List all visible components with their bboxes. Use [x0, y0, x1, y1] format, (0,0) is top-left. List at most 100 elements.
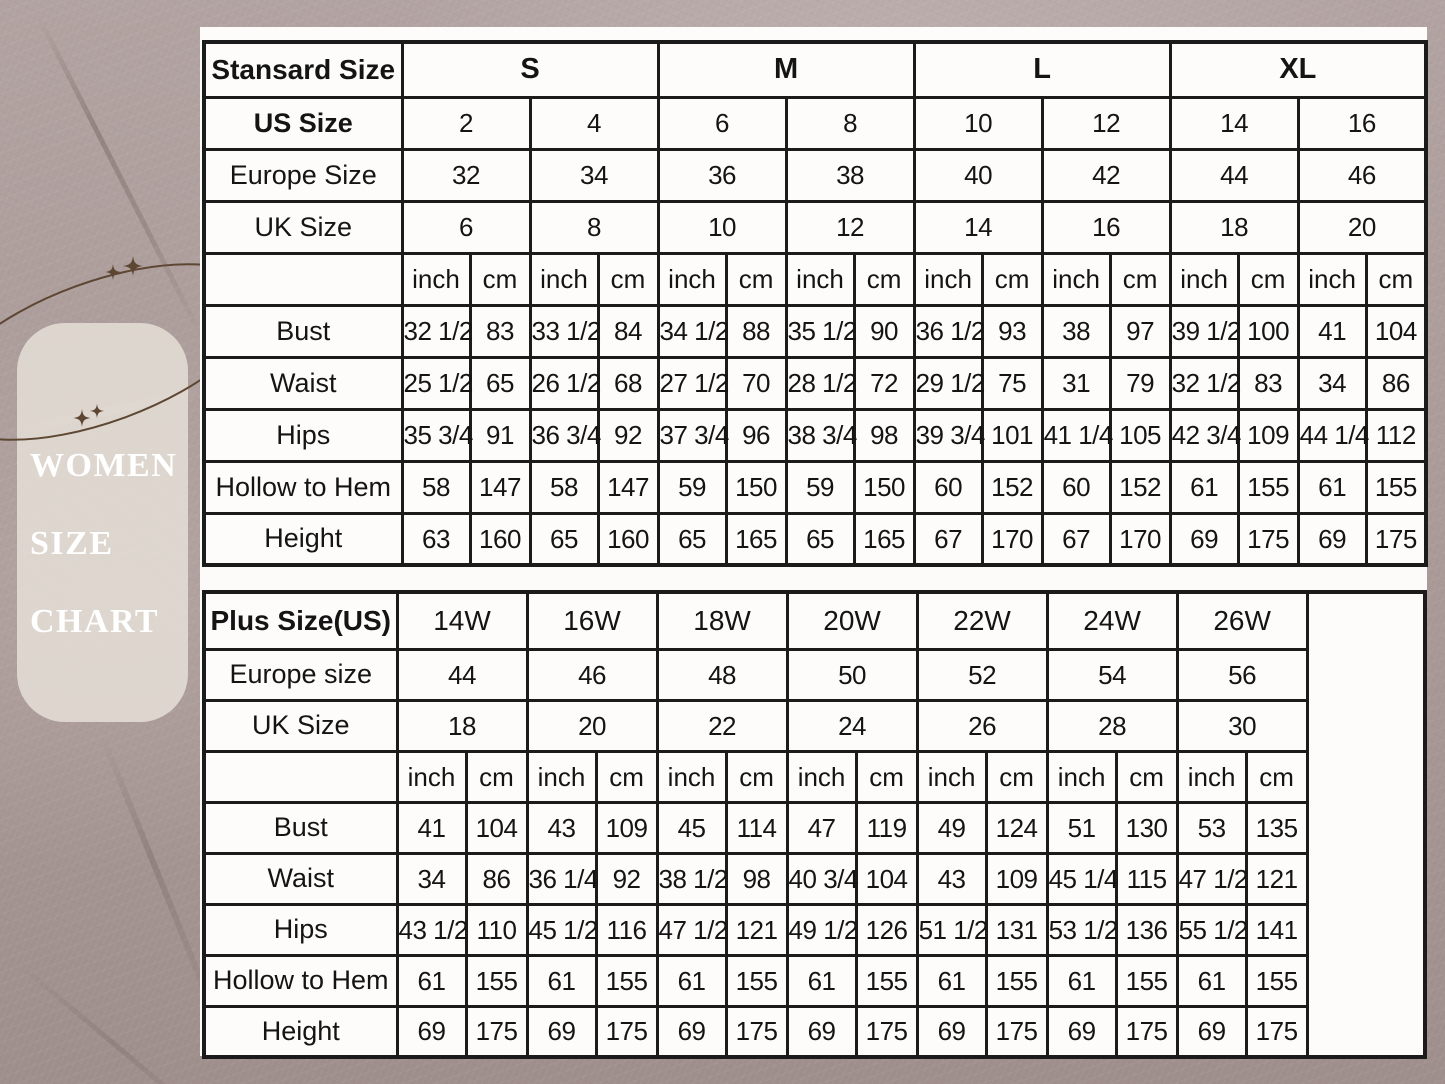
row-label: Waist [202, 355, 404, 411]
standard-size-table: Stansard Size S M L XL US Size 2 4 6 8 10 12 14 16… [202, 40, 1429, 567]
measurement-cell: 32 1/2 [1168, 355, 1241, 411]
measurement-cell: 92 [594, 851, 659, 906]
measurement-cell: 110 [464, 902, 529, 957]
measurement-cell: 36 3/4 [528, 407, 601, 463]
row-label: Hollow to Hem [202, 953, 399, 1008]
measurement-cell: 115 [1114, 851, 1179, 906]
measurement-cell: 41 [395, 800, 468, 855]
measurement-cell: 84 [596, 303, 660, 359]
measurement-cell: 69 [1175, 1004, 1248, 1059]
size-value-cell: 18 [395, 698, 529, 753]
measurement-cell: 27 1/2 [656, 355, 729, 411]
row-label: Europe size [202, 647, 399, 702]
size-value-cell: 40 [912, 147, 1044, 203]
size-group-header: 14W [395, 590, 529, 651]
size-group-header: L [912, 40, 1172, 99]
measurement-cell: 29 1/2 [912, 355, 985, 411]
unit-label-cell: inch [656, 251, 728, 307]
measurement-cell: 58 [400, 459, 472, 515]
unit-label-cell: inch [1296, 251, 1368, 307]
size-value-cell: 34 [528, 147, 660, 203]
measurement-cell: 175 [464, 1004, 529, 1059]
measurement-cell: 51 [1045, 800, 1118, 855]
unit-label-cell: cm [594, 749, 659, 804]
measurement-cell: 39 1/2 [1168, 303, 1241, 359]
unit-label-cell: cm [1114, 749, 1179, 804]
measurement-cell: 69 [1296, 511, 1368, 567]
measurement-cell: 112 [1364, 407, 1428, 463]
table-row: Bust 32 1/2 83 33 1/2 84 34 1/2 88 35 1/2 90 36 … [202, 303, 1428, 359]
size-value-cell: 22 [655, 698, 789, 753]
measurement-cell: 124 [984, 800, 1049, 855]
measurement-cell: 155 [724, 953, 789, 1008]
measurement-cell: 67 [1040, 511, 1112, 567]
unit-label-cell: inch [528, 251, 600, 307]
measurement-cell: 90 [852, 303, 916, 359]
measurement-cell: 47 [785, 800, 858, 855]
table-row: UK Size 18 20 22 24 26 28 30 [202, 698, 1425, 753]
measurement-cell: 34 [1296, 355, 1368, 411]
measurement-cell: 45 [655, 800, 728, 855]
measurement-cell: 147 [468, 459, 532, 515]
unit-label-cell: inch [1040, 251, 1112, 307]
badge-title-line: SIZE [30, 525, 114, 562]
measurement-cell: 59 [656, 459, 728, 515]
unit-label-cell: cm [596, 251, 660, 307]
measurement-cell: 69 [525, 1004, 598, 1059]
size-value-cell: 20 [525, 698, 659, 753]
plus-size-table: Plus Size(US) 14W 16W 18W 20W 22W 24W 26W Euro… [202, 590, 1428, 1059]
measurement-cell: 60 [1040, 459, 1112, 515]
unit-label-cell: inch [784, 251, 856, 307]
badge-title-line: CHART [30, 603, 160, 640]
measurement-cell: 109 [1236, 407, 1300, 463]
measurement-cell: 61 [1296, 459, 1368, 515]
measurement-cell: 109 [984, 851, 1049, 906]
sparkle-icon [104, 263, 122, 281]
row-label: Hips [202, 407, 404, 463]
empty-column [1305, 590, 1427, 1059]
size-group-header: XL [1168, 40, 1428, 99]
size-value-cell: 36 [656, 147, 788, 203]
measurement-cell: 104 [1364, 303, 1428, 359]
size-value-cell: 12 [1040, 95, 1172, 151]
measurement-cell: 47 1/2 [1175, 851, 1248, 906]
measurement-cell: 175 [984, 1004, 1049, 1059]
size-value-cell: 14 [912, 199, 1044, 255]
size-value-cell: 56 [1175, 647, 1309, 702]
measurement-cell: 96 [724, 407, 788, 463]
measurement-cell: 65 [656, 511, 728, 567]
measurement-cell: 135 [1244, 800, 1309, 855]
measurement-cell: 69 [395, 1004, 468, 1059]
measurement-cell: 35 3/4 [400, 407, 473, 463]
unit-label-cell: cm [464, 749, 529, 804]
measurement-cell: 155 [594, 953, 659, 1008]
measurement-cell: 100 [1236, 303, 1300, 359]
measurement-cell: 61 [1168, 459, 1240, 515]
table-row: US Size 2 4 6 8 10 12 14 16 [202, 95, 1428, 151]
size-group-header: 24W [1045, 590, 1179, 651]
measurement-cell: 36 1/2 [912, 303, 985, 359]
size-value-cell: 20 [1296, 199, 1428, 255]
measurement-cell: 104 [854, 851, 919, 906]
table-row: Waist 34 86 36 1/4 92 38 1/2 98 40 3/4 104 43 109… [202, 851, 1425, 906]
measurement-cell: 155 [1114, 953, 1179, 1008]
measurement-cell: 61 [915, 953, 988, 1008]
measurement-cell: 28 1/2 [784, 355, 857, 411]
table-row: Hips 35 3/4 91 36 3/4 92 37 3/4 96 38 3/4 98 39 … [202, 407, 1428, 463]
measurement-cell: 34 [395, 851, 468, 906]
measurement-cell: 38 [1040, 303, 1112, 359]
table-row: Hollow to Hem 61 155 61 155 61 155 61 155 61 155 6… [202, 953, 1425, 1008]
measurement-cell: 114 [724, 800, 789, 855]
unit-label-cell: cm [854, 749, 919, 804]
measurement-cell: 26 1/2 [528, 355, 601, 411]
badge-title: WOMEN SIZE CHART [17, 323, 188, 661]
table-row: Stansard Size S M L XL [202, 40, 1428, 99]
measurement-cell: 69 [915, 1004, 988, 1059]
measurement-cell: 69 [655, 1004, 728, 1059]
chart-paper-panel: Stansard Size S M L XL US Size 2 4 6 8 10 12 14 16… [200, 27, 1429, 1059]
size-value-cell: 24 [785, 698, 919, 753]
measurement-cell: 63 [400, 511, 472, 567]
row-label: UK Size [202, 199, 404, 255]
unit-label-cell: inch [912, 251, 984, 307]
measurement-cell: 175 [594, 1004, 659, 1059]
